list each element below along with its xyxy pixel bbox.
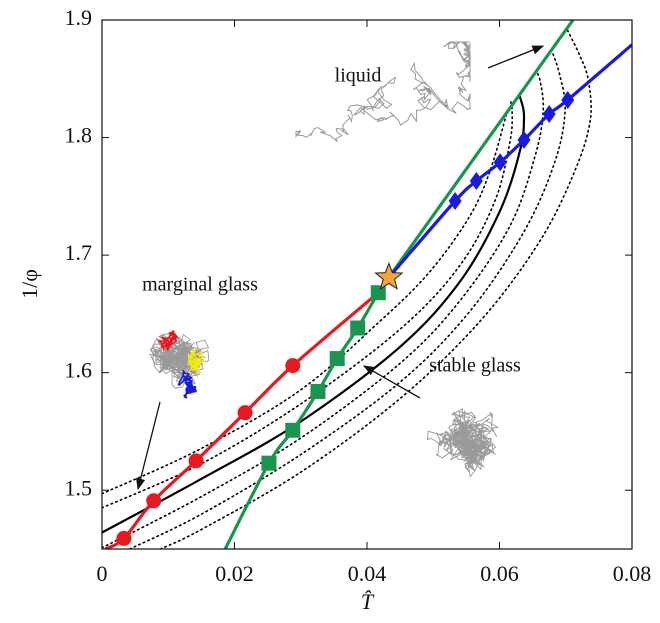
x-tick-label: 0 <box>97 561 108 586</box>
marker-circle <box>285 358 301 374</box>
x-axis-label: T̂ <box>361 589 375 614</box>
marker-diamond <box>517 130 531 149</box>
trajectory <box>187 348 206 374</box>
annotation: liquid <box>335 65 382 87</box>
annotation: marginal glass <box>142 274 258 296</box>
curve <box>387 43 632 279</box>
marker-diamond <box>561 90 575 109</box>
x-tick-label: 0.08 <box>613 561 652 586</box>
arrows <box>136 45 545 491</box>
plot-area <box>102 20 632 549</box>
arrow <box>487 45 545 69</box>
trajectories <box>149 41 500 478</box>
arrow <box>136 401 161 491</box>
y-tick-label: 1.8 <box>65 123 93 148</box>
marker-square <box>261 455 277 471</box>
marker-circle <box>116 530 132 546</box>
marker-square <box>350 320 366 336</box>
marker-diamond <box>542 105 556 124</box>
annotation: stable glass <box>429 355 521 377</box>
marker-diamond <box>448 192 462 211</box>
marker-circle <box>188 453 204 469</box>
marker-square <box>310 383 326 399</box>
trajectory <box>426 407 500 478</box>
y-axis-label: 1/φ <box>17 269 42 299</box>
trajectory <box>177 369 197 399</box>
y-tick-label: 1.9 <box>65 5 93 30</box>
x-tick-label: 0.04 <box>348 561 387 586</box>
dotted-curve <box>129 49 566 549</box>
trajectory <box>295 41 472 143</box>
y-tick-label: 1.6 <box>65 358 93 383</box>
dotted-curve <box>102 99 514 509</box>
marker-circle <box>237 405 253 421</box>
marker-diamond <box>493 153 507 172</box>
arrow <box>362 365 421 399</box>
y-tick-label: 1.5 <box>65 475 93 500</box>
marker-square <box>329 351 345 367</box>
trajectory <box>156 330 179 352</box>
y-tick-label: 1.7 <box>65 240 93 265</box>
x-tick-label: 0.06 <box>480 561 519 586</box>
marker-square <box>285 422 301 438</box>
curve <box>102 94 526 534</box>
marker-diamond <box>469 172 483 191</box>
dotted-curve <box>102 70 545 549</box>
curve <box>104 291 380 549</box>
curve <box>223 20 575 549</box>
marker-circle <box>146 493 162 509</box>
x-tick-label: 0.02 <box>215 561 254 586</box>
marker-star <box>374 262 404 290</box>
dotted-curve <box>102 112 508 495</box>
marker-square <box>370 285 386 301</box>
